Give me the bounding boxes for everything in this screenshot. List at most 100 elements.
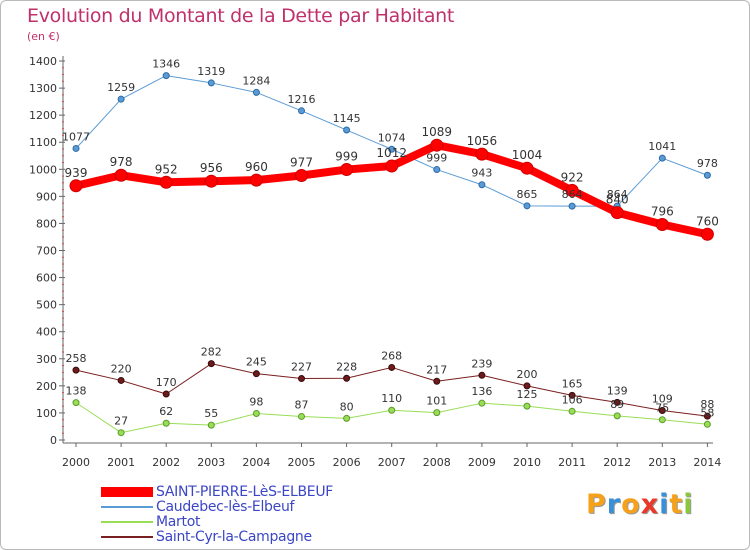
data-label: 106: [562, 393, 583, 406]
y-tick-label: 1300: [29, 82, 57, 95]
data-point: [478, 371, 486, 379]
y-tick-label: 400: [36, 326, 57, 339]
data-point: [207, 360, 215, 368]
data-point: [568, 202, 576, 210]
data-label: 258: [66, 352, 87, 365]
legend-swatch: [101, 487, 153, 497]
data-label: 165: [562, 377, 583, 390]
data-label: 1074: [378, 131, 406, 144]
data-point: [568, 391, 576, 399]
data-point: [658, 154, 666, 162]
data-label: 200: [517, 368, 538, 381]
data-label: 939: [65, 166, 88, 180]
logo-letter: i: [683, 489, 694, 520]
data-point: [565, 183, 579, 197]
data-label: 1004: [512, 148, 543, 162]
data-point: [162, 72, 170, 80]
data-point: [610, 206, 624, 220]
data-label: 282: [201, 346, 222, 359]
x-tick-label: 2008: [423, 456, 451, 469]
data-label: 227: [291, 361, 312, 374]
y-tick-label: 1100: [29, 136, 57, 149]
y-tick-label: 900: [36, 190, 57, 203]
data-label: 245: [246, 356, 267, 369]
y-tick-label: 700: [36, 245, 57, 258]
data-label: 27: [114, 415, 128, 428]
data-label: 1259: [107, 81, 135, 94]
data-point: [700, 227, 714, 241]
data-label: 1145: [333, 112, 361, 125]
data-label: 138: [66, 385, 87, 398]
data-point: [159, 175, 173, 189]
data-label: 956: [200, 161, 223, 175]
chart-unit: (en €): [27, 30, 60, 43]
data-label: 865: [517, 188, 538, 201]
data-label: 136: [471, 385, 492, 398]
data-label: 89: [610, 398, 624, 411]
y-tick-label: 1200: [29, 109, 57, 122]
data-point: [703, 420, 711, 428]
chart-title: Evolution du Montant de la Dette par Hab…: [27, 5, 455, 27]
data-point: [343, 374, 351, 382]
data-label: 978: [697, 157, 718, 170]
x-tick-label: 2009: [468, 456, 496, 469]
data-point: [433, 166, 441, 174]
data-point: [162, 390, 170, 398]
data-point: [703, 171, 711, 179]
data-point: [72, 366, 80, 374]
x-tick-label: 2010: [513, 456, 541, 469]
data-label: 796: [651, 205, 674, 219]
data-label: 80: [340, 400, 354, 413]
x-tick-label: 2002: [152, 456, 180, 469]
data-point: [298, 412, 305, 420]
legend-label: Saint-Cyr-la-Campagne: [156, 529, 312, 545]
data-label: 220: [111, 362, 132, 375]
x-tick-label: 2007: [378, 456, 406, 469]
y-tick-label: 1000: [29, 163, 57, 176]
data-label: 1319: [197, 65, 225, 78]
logo-letter: x: [640, 489, 660, 520]
data-point: [433, 409, 441, 417]
data-point: [298, 375, 305, 383]
data-point: [249, 173, 263, 187]
data-label: 75: [655, 402, 669, 415]
data-point: [523, 202, 531, 210]
y-tick-label: 600: [36, 272, 57, 285]
data-point: [658, 406, 666, 414]
data-point: [207, 421, 215, 429]
data-label: 1284: [242, 74, 270, 87]
data-point: [69, 179, 83, 193]
data-label: 87: [295, 398, 309, 411]
data-label: 1216: [288, 93, 316, 106]
logo-letter: i: [659, 489, 670, 520]
data-label: 170: [156, 376, 177, 389]
legend-label: SAINT-PIERRE-LèS-ELBEUF: [156, 484, 334, 500]
y-tick-label: 200: [36, 380, 57, 393]
data-label: 1012: [376, 146, 407, 160]
data-label: 1041: [648, 140, 676, 153]
x-tick-label: 2000: [62, 456, 90, 469]
data-label: 62: [159, 405, 173, 418]
data-point: [252, 88, 260, 96]
data-label: 101: [426, 395, 447, 408]
legend-swatch: [101, 521, 153, 523]
x-tick-label: 2014: [693, 456, 721, 469]
data-label: 228: [336, 360, 357, 373]
data-point: [204, 174, 218, 188]
data-label: 960: [245, 160, 268, 174]
data-point: [72, 399, 80, 407]
data-point: [478, 399, 486, 407]
legend-swatch: [101, 506, 153, 508]
data-point: [613, 398, 621, 406]
data-label: 1056: [467, 134, 498, 148]
y-tick-label: 800: [36, 217, 57, 230]
data-label: 864: [562, 188, 583, 201]
y-tick-label: 100: [36, 407, 57, 420]
data-label: 999: [426, 152, 447, 165]
data-point: [72, 144, 80, 152]
y-tick-label: 1400: [29, 55, 57, 68]
data-point: [388, 406, 396, 414]
data-label: 922: [561, 170, 584, 184]
logo-letter: r: [606, 489, 622, 520]
